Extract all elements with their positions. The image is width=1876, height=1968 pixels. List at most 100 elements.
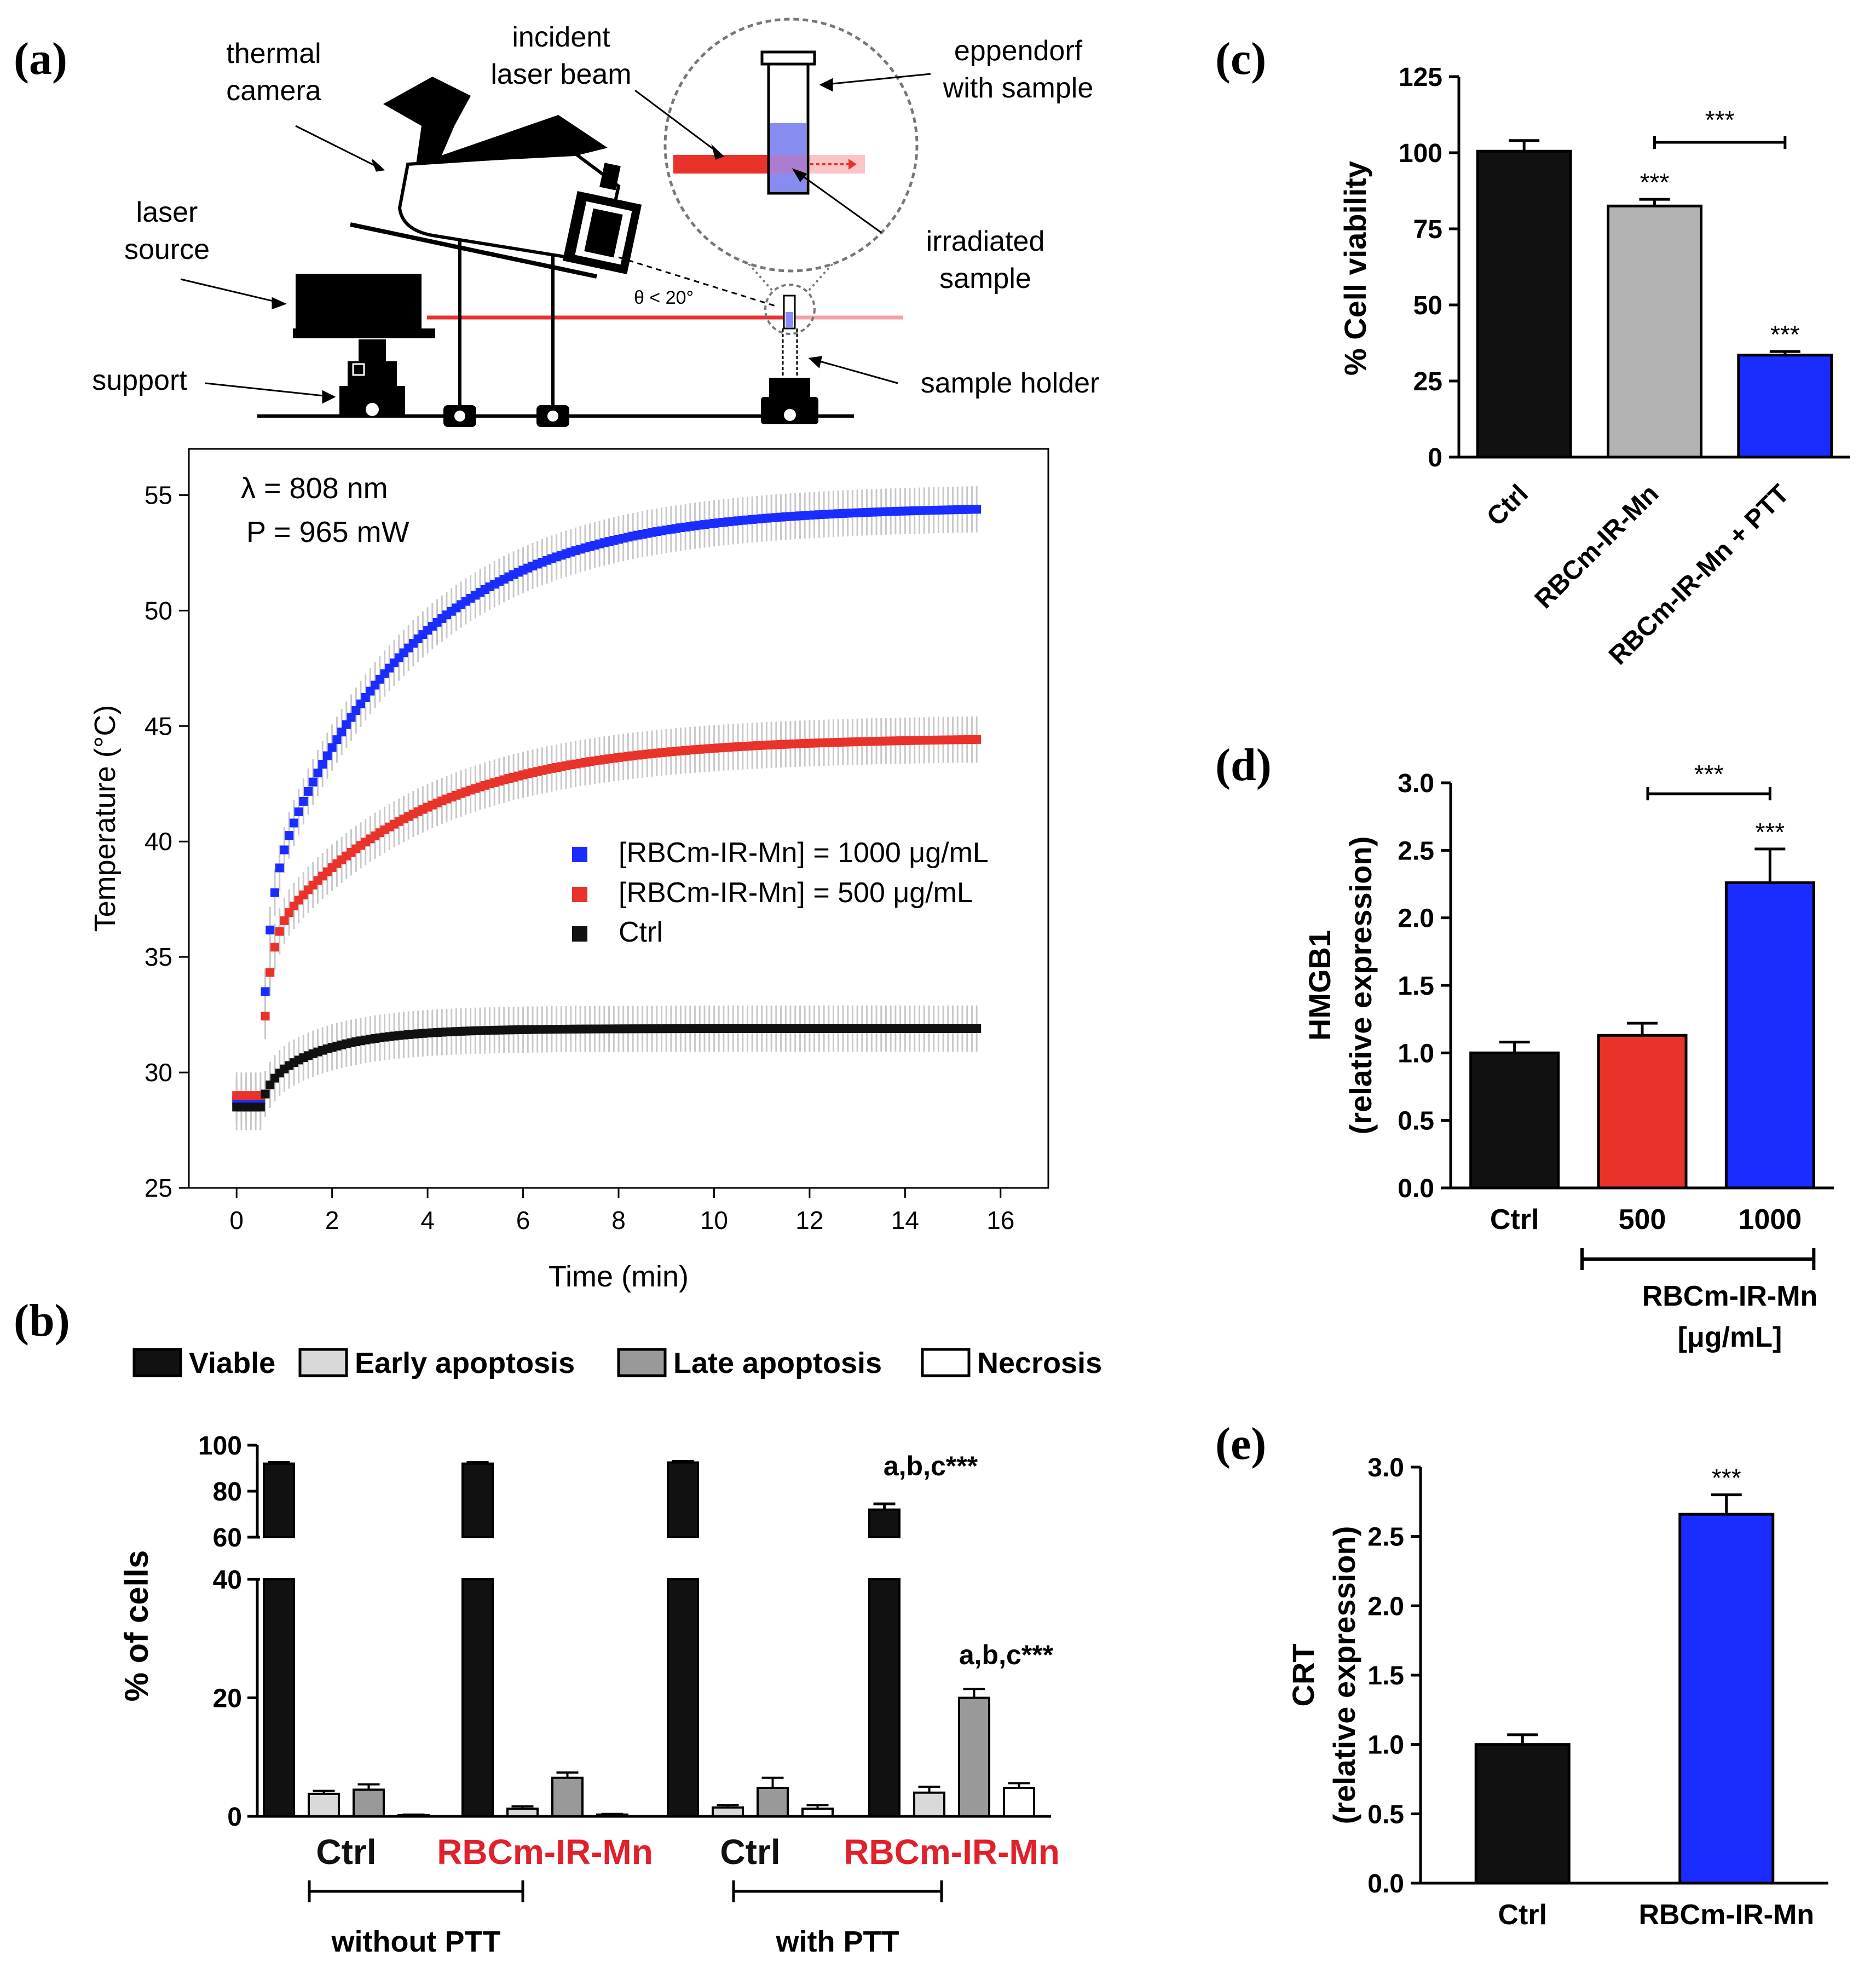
data-point-1000 xyxy=(265,925,275,934)
bar xyxy=(1607,204,1702,459)
y-tick-label: 40 xyxy=(213,1566,242,1595)
data-point-ctrl xyxy=(261,1089,270,1099)
group-label: [μg/mL] xyxy=(1678,1321,1782,1353)
data-point-ctrl xyxy=(265,1080,275,1089)
data-point-1000 xyxy=(337,728,347,737)
bar-lower xyxy=(263,1578,295,1817)
thermal-camera-label: thermal camera xyxy=(226,38,321,107)
bracket-label: *** xyxy=(1694,760,1724,788)
y-tick-label: 1.0 xyxy=(1398,1039,1434,1068)
bar xyxy=(551,1776,584,1817)
data-point-1000 xyxy=(299,797,308,806)
data-point-1000 xyxy=(347,713,356,722)
bar-lower xyxy=(667,1578,699,1817)
x-tick-label: 0 xyxy=(229,1206,244,1234)
y-tick-label: 0 xyxy=(227,1803,242,1832)
legend-label: Early apoptosis xyxy=(355,1347,575,1380)
bar xyxy=(1678,1513,1775,1885)
significance-marker: *** xyxy=(1640,168,1670,197)
y-tick-label: 125 xyxy=(1399,63,1442,92)
data-point-1000 xyxy=(313,768,322,777)
data-point-1000 xyxy=(322,751,332,760)
data-point-ctrl xyxy=(972,1024,982,1033)
data-point-500 xyxy=(972,735,982,744)
eppendorf-label: eppendorf with sample xyxy=(943,35,1094,104)
y-tick-label: 75 xyxy=(1413,215,1442,244)
category-label: RBCm-IR-Mn xyxy=(1529,479,1665,614)
bar xyxy=(308,1792,340,1817)
data-point-500 xyxy=(261,1012,270,1021)
data-point-1000 xyxy=(972,505,982,514)
bracket-label: with PTT xyxy=(776,1925,899,1958)
experimental-setup-diagram: θ < 20° xyxy=(92,18,1100,427)
bar xyxy=(1474,1743,1571,1885)
significance-marker: *** xyxy=(1755,818,1785,846)
legend-label: Necrosis xyxy=(977,1347,1102,1380)
panel-b-label: (b) xyxy=(14,1295,70,1346)
laser-source-box xyxy=(296,274,422,334)
bar-lower xyxy=(868,1578,901,1817)
group-label: Ctrl xyxy=(720,1832,780,1872)
y-tick-label: 100 xyxy=(1399,139,1442,168)
legend-label: Late apoptosis xyxy=(673,1347,882,1380)
data-point-500 xyxy=(265,968,275,977)
bar-lower xyxy=(461,1578,494,1817)
panel-a-label: (a) xyxy=(14,33,67,84)
panel-d-label: (d) xyxy=(1215,740,1272,790)
y-tick-label: 25 xyxy=(145,1174,172,1202)
support-label: support xyxy=(92,365,187,396)
label-pointers xyxy=(180,73,931,404)
legend-label: [RBCm-IR-Mn] = 1000 μg/mL xyxy=(619,837,989,869)
data-point-1000 xyxy=(342,720,351,729)
y-tick-label: 2.0 xyxy=(1367,1592,1404,1621)
category-label: Ctrl xyxy=(1481,479,1534,532)
data-point-1000 xyxy=(270,888,279,897)
data-point-1000 xyxy=(294,807,303,816)
category-label: RBCm-IR-Mn xyxy=(1638,1899,1814,1931)
category-label: 500 xyxy=(1619,1204,1666,1236)
y-tick-label: 0.0 xyxy=(1398,1174,1434,1203)
laser-source-base xyxy=(293,328,435,338)
category-label: Ctrl xyxy=(1498,1899,1547,1931)
cell-viability-chart: 0255075100125Ctrl***RBCm-IR-Mn***RBCm-IR… xyxy=(1338,63,1850,671)
significance-marker: *** xyxy=(1712,1464,1741,1492)
apoptosis-chart: 0 20 40 60 80 100 % of cells Viable Early apopto… xyxy=(118,1347,1102,1958)
data-point-500 xyxy=(275,927,284,936)
group-label: RBCm-IR-Mn xyxy=(844,1832,1060,1872)
legend-label: Viable xyxy=(189,1347,275,1380)
y-tick-label: 2.5 xyxy=(1367,1523,1404,1552)
group-label: Ctrl xyxy=(316,1832,376,1872)
x-tick-label: 8 xyxy=(611,1206,626,1234)
sample-holder-label: sample holder xyxy=(921,367,1100,399)
sample-holder xyxy=(761,295,818,424)
x-tick-label: 4 xyxy=(420,1206,435,1234)
data-point-1000 xyxy=(318,759,327,769)
y-tick-label: 0.5 xyxy=(1398,1107,1434,1136)
y-tick-label: 40 xyxy=(145,827,172,856)
bar xyxy=(353,1788,385,1818)
bar xyxy=(712,1806,744,1817)
category-label: Ctrl xyxy=(1490,1204,1539,1236)
legend-marker xyxy=(572,926,587,942)
crt-chart: 0.0 0.5 1.0 1.5 2.0 2.5 3.0 Ctrl *** RBCm-IR-Mn CR… xyxy=(1286,1453,1828,1931)
y-axis-title: % Cell viability xyxy=(1338,161,1372,376)
y-tick-label: 0 xyxy=(1428,443,1442,472)
thermal-camera xyxy=(383,77,642,275)
group-label: RBCm-IR-Mn xyxy=(437,1832,653,1872)
legend-label: Ctrl xyxy=(619,916,663,948)
data-point-500 xyxy=(270,943,279,952)
legend-marker xyxy=(572,887,587,902)
bar-upper xyxy=(263,1462,295,1539)
y-axis-title: (relative expression) xyxy=(1343,836,1378,1135)
bar xyxy=(801,1807,834,1817)
bar xyxy=(1597,1034,1688,1190)
legend-swatch xyxy=(132,1348,182,1377)
data-point-1000 xyxy=(351,706,361,715)
hmgb1-chart: 0.0 0.5 1.0 1.5 2.0 2.5 3.0 Ctrl 500 *** 1000 *** RB… xyxy=(1302,760,1834,1353)
data-point-1000 xyxy=(289,818,298,828)
annotation: a,b,c*** xyxy=(959,1640,1054,1670)
legend-swatch xyxy=(921,1348,971,1377)
y-tick-label: 30 xyxy=(145,1058,172,1087)
legend-label: [RBCm-IR-Mn] = 500 μg/mL xyxy=(619,877,973,909)
y-tick-label: 50 xyxy=(1413,291,1442,320)
